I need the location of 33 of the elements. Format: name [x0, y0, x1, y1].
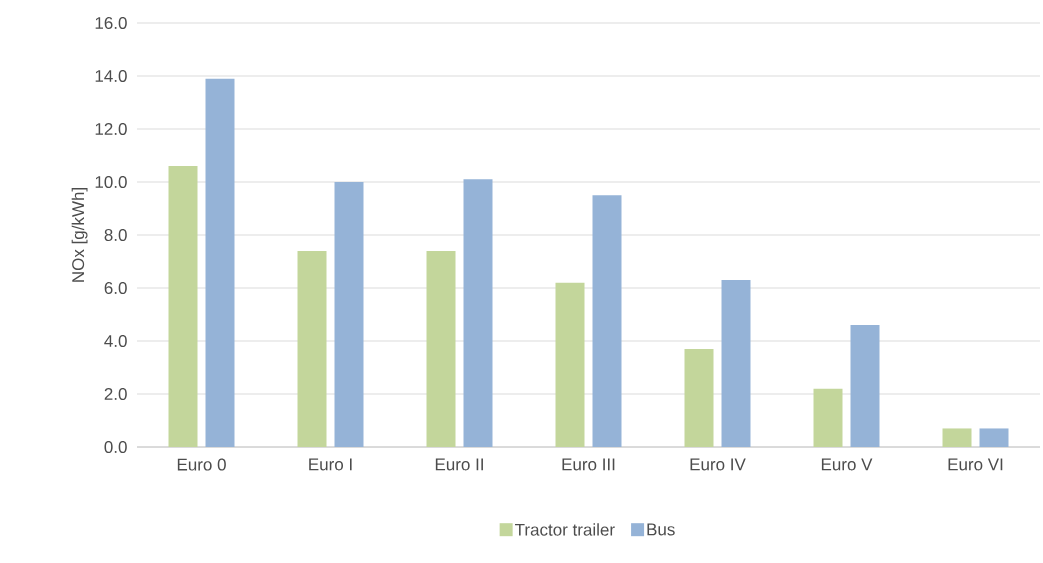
bar — [426, 250, 456, 447]
bar — [850, 325, 880, 447]
bar — [297, 250, 327, 447]
x-tick-label: Euro 0 — [177, 458, 226, 471]
y-tick-label: 16.0 — [95, 16, 127, 30]
bar — [979, 428, 1009, 447]
x-tick-label: Euro I — [309, 458, 352, 471]
bar — [684, 348, 714, 447]
y-tick-label: 8.0 — [104, 228, 127, 242]
y-tick-label: 12.0 — [95, 122, 127, 136]
bar — [168, 166, 198, 447]
x-tick-label: Euro III — [562, 458, 615, 471]
bar — [205, 78, 235, 447]
y-tick-label: 10.0 — [95, 175, 127, 189]
y-tick-label: 2.0 — [104, 387, 127, 401]
x-tick-label: Euro II — [435, 458, 483, 471]
y-tick-label: 0.0 — [104, 440, 127, 454]
bar — [592, 195, 622, 447]
bar — [555, 282, 585, 447]
bar — [942, 428, 972, 447]
legend-label: Bus — [647, 523, 675, 536]
y-tick-label: 4.0 — [104, 334, 127, 348]
y-tick-label: 6.0 — [104, 281, 127, 295]
bar — [334, 182, 364, 447]
x-tick-label: Euro V — [821, 458, 873, 471]
bar — [721, 280, 751, 447]
bar — [463, 179, 493, 447]
legend-label: Tractor trailer — [515, 523, 615, 536]
y-tick-label: 14.0 — [95, 69, 127, 83]
y-axis-title: NOx [g/kWh] — [71, 188, 88, 282]
x-tick-label: Euro IV — [690, 458, 746, 471]
bar — [813, 388, 843, 447]
x-tick-label: Euro VI — [948, 458, 1003, 471]
